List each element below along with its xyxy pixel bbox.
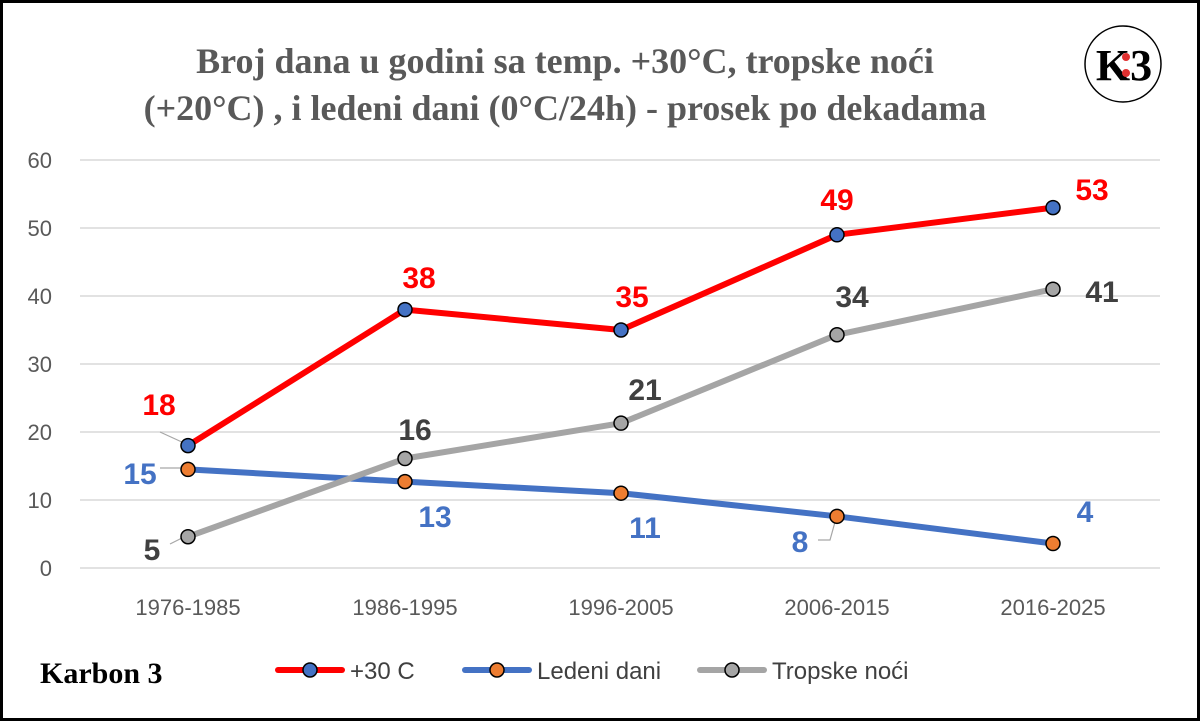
- data-label: 13: [418, 501, 451, 534]
- data-point: [1045, 281, 1061, 297]
- y-tick-label: 30: [28, 352, 52, 377]
- data-label: 35: [615, 281, 648, 314]
- y-tick-label: 10: [28, 488, 52, 513]
- data-label: 53: [1075, 174, 1108, 207]
- data-point: [1045, 199, 1061, 216]
- y-tick-label: 40: [28, 284, 52, 309]
- data-labels: 18 38 35 49 53 15 13 11 8 4 5 16 21 34 41: [123, 174, 1118, 567]
- y-tick-label: 60: [28, 148, 52, 173]
- leader-line: [818, 521, 836, 541]
- data-label: 21: [628, 374, 661, 407]
- data-point: [613, 485, 629, 501]
- data-point: [829, 508, 845, 525]
- logo-dot-icon: [1122, 53, 1130, 61]
- data-point: [1045, 535, 1061, 552]
- data-label: 34: [835, 281, 869, 314]
- y-tick-label: 50: [28, 216, 52, 241]
- data-label: 38: [402, 262, 435, 295]
- series-markers: [180, 199, 1061, 552]
- x-tick-label: 2006-2015: [784, 595, 889, 620]
- data-point: [829, 327, 845, 343]
- data-label: 15: [123, 458, 156, 491]
- gridlines: [80, 159, 1160, 569]
- data-point: [397, 301, 413, 318]
- data-label: 4: [1077, 496, 1094, 529]
- data-label: 11: [629, 512, 661, 545]
- legend-label: +30 C: [350, 658, 415, 685]
- logo-circle-icon: [1084, 25, 1162, 103]
- data-label: 41: [1085, 276, 1118, 309]
- data-point: [180, 528, 196, 545]
- series-line: [185, 466, 1056, 547]
- data-point: [613, 322, 629, 338]
- data-point: [397, 450, 413, 467]
- x-tick-label: 1976-1985: [135, 595, 240, 620]
- data-point: [613, 415, 629, 431]
- logo: K3: [1084, 25, 1162, 103]
- data-label: 49: [820, 184, 853, 217]
- chart-title-line-1: Broj dana u godini sa temp. +30°C, trops…: [196, 41, 934, 81]
- legend-marker: [302, 662, 318, 678]
- data-label: 8: [792, 526, 809, 559]
- leader-line: [169, 537, 183, 545]
- chart-title-line-2: (+20°C) , i ledeni dani (0°C/24h) - pros…: [144, 88, 987, 128]
- legend: +30 C Ledeni dani Tropske noći: [275, 658, 909, 685]
- legend-label: Ledeni dani: [537, 658, 661, 685]
- x-tick-label: 1996-2005: [568, 595, 673, 620]
- y-tick-label: 20: [28, 420, 52, 445]
- brand-label: Karbon 3: [40, 657, 163, 690]
- logo-text: K3: [1096, 41, 1152, 90]
- data-point: [829, 227, 845, 243]
- legend-marker: [724, 662, 740, 678]
- legend-marker: [489, 662, 505, 678]
- data-label: 16: [398, 414, 431, 447]
- x-tick-label: 2016-2025: [1000, 595, 1105, 620]
- data-point: [180, 437, 196, 454]
- data-label: 18: [142, 389, 175, 422]
- x-tick-label: 1986-1995: [352, 595, 457, 620]
- y-tick-label: 0: [40, 556, 52, 581]
- logo-dot-icon: [1122, 69, 1130, 77]
- data-label: 5: [144, 534, 161, 567]
- leader-line: [159, 431, 185, 444]
- x-axis-ticks: 1976-1985 1986-1995 1996-2005 2006-2015 2016…: [135, 595, 1105, 620]
- y-axis-ticks: 0 10 20 30 40 50 60: [28, 148, 52, 581]
- legend-label: Tropske noći: [772, 658, 909, 685]
- data-point: [180, 461, 196, 478]
- leader-lines: [159, 431, 836, 545]
- data-point: [397, 473, 413, 490]
